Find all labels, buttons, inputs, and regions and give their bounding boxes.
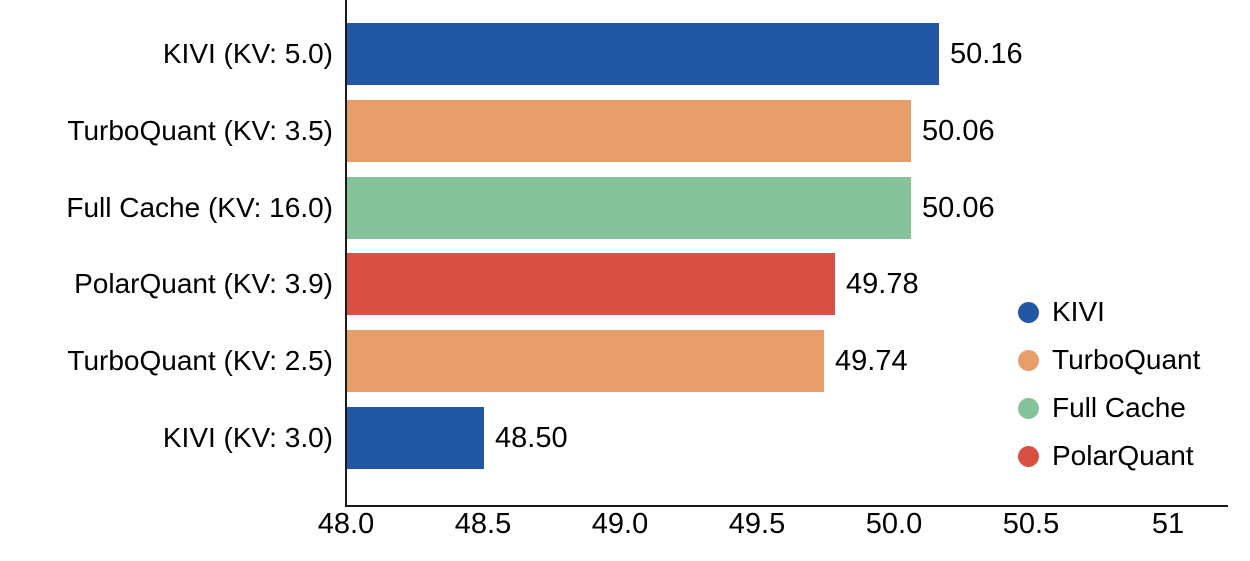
- y-axis: [345, 0, 347, 507]
- bar: [347, 177, 911, 239]
- x-axis: [345, 505, 1228, 507]
- category-label: KIVI (KV: 3.0): [162, 422, 333, 453]
- x-tick-label: 50.5: [1002, 508, 1060, 540]
- legend-label: Full Cache: [1052, 392, 1186, 423]
- x-tick-label: 48.5: [454, 508, 512, 540]
- legend-item: TurboQuant: [1018, 336, 1200, 384]
- legend-label: KIVI: [1052, 296, 1105, 327]
- category-label: TurboQuant (KV: 3.5): [67, 115, 333, 146]
- bar-value-label: 50.06: [922, 192, 995, 224]
- x-tick-label: 50.0: [865, 508, 923, 540]
- bar-value-label: 48.50: [495, 422, 568, 454]
- legend-item: PolarQuant: [1018, 432, 1194, 480]
- category-label: KIVI (KV: 5.0): [162, 38, 333, 69]
- bar: [347, 407, 484, 469]
- bar: [347, 253, 835, 315]
- legend-item: Full Cache: [1018, 384, 1186, 432]
- bar: [347, 330, 824, 392]
- legend-swatch-icon: [1018, 349, 1039, 371]
- bar-value-label: 50.16: [950, 38, 1023, 70]
- bar-value-label: 49.78: [846, 268, 919, 300]
- legend-item: KIVI: [1018, 288, 1105, 336]
- x-tick-label: 48.0: [317, 508, 375, 540]
- bar: [347, 23, 939, 85]
- category-label: TurboQuant (KV: 2.5): [67, 345, 333, 376]
- bar-value-label: 50.06: [922, 115, 995, 147]
- legend-label: TurboQuant: [1052, 344, 1201, 375]
- legend-swatch-icon: [1018, 445, 1039, 467]
- category-label: Full Cache (KV: 16.0): [66, 192, 333, 223]
- legend-label: PolarQuant: [1052, 440, 1194, 471]
- bar: [347, 100, 911, 162]
- x-tick-label: 49.0: [591, 508, 649, 540]
- bar-value-label: 49.74: [835, 345, 908, 377]
- category-label: PolarQuant (KV: 3.9): [74, 268, 333, 299]
- legend-swatch-icon: [1018, 301, 1039, 323]
- legend-swatch-icon: [1018, 397, 1039, 419]
- x-tick-label: 49.5: [728, 508, 786, 540]
- x-tick-label: 51: [1151, 508, 1185, 540]
